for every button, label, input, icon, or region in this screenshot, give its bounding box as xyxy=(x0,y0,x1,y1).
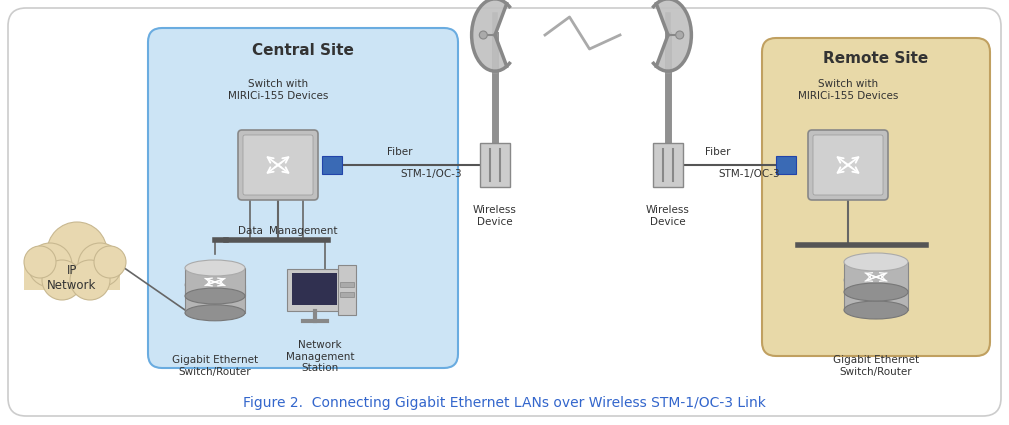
Bar xyxy=(340,292,354,297)
Bar xyxy=(322,156,342,174)
Text: Figure 2.  Connecting Gigabit Ethernet LANs over Wireless STM-1/OC-3 Link: Figure 2. Connecting Gigabit Ethernet LA… xyxy=(242,396,766,410)
FancyBboxPatch shape xyxy=(8,8,1001,416)
Ellipse shape xyxy=(185,305,245,321)
Text: Gigabit Ethernet
Switch/Router: Gigabit Ethernet Switch/Router xyxy=(833,355,919,377)
Ellipse shape xyxy=(844,271,908,289)
Circle shape xyxy=(42,260,82,300)
Bar xyxy=(185,285,245,313)
Bar xyxy=(844,280,908,310)
Circle shape xyxy=(70,260,110,300)
Bar xyxy=(480,143,510,187)
Text: Data: Data xyxy=(237,226,262,236)
Ellipse shape xyxy=(844,253,908,271)
Text: Fiber: Fiber xyxy=(705,147,731,157)
FancyBboxPatch shape xyxy=(238,130,318,200)
Ellipse shape xyxy=(185,260,245,276)
Circle shape xyxy=(676,31,684,39)
Text: Wireless
Device: Wireless Device xyxy=(473,205,517,227)
Text: Switch with
MIRICi-155 Devices: Switch with MIRICi-155 Devices xyxy=(228,79,328,101)
Text: IP
Network: IP Network xyxy=(47,264,97,292)
Circle shape xyxy=(78,243,122,287)
FancyBboxPatch shape xyxy=(813,135,883,195)
Ellipse shape xyxy=(185,277,245,293)
Bar xyxy=(340,282,354,287)
Text: Central Site: Central Site xyxy=(252,42,354,57)
Text: Switch with
MIRICi-155 Devices: Switch with MIRICi-155 Devices xyxy=(798,79,898,101)
Polygon shape xyxy=(471,0,507,71)
Bar xyxy=(287,269,342,311)
Text: Remote Site: Remote Site xyxy=(823,51,928,65)
Circle shape xyxy=(94,246,126,278)
Text: STM-1/OC-3: STM-1/OC-3 xyxy=(400,169,462,179)
Bar xyxy=(338,265,356,315)
Bar xyxy=(292,273,337,305)
FancyBboxPatch shape xyxy=(148,28,458,368)
Ellipse shape xyxy=(185,288,245,304)
FancyBboxPatch shape xyxy=(808,130,888,200)
Text: Wireless
Device: Wireless Device xyxy=(646,205,690,227)
Text: Network
Management
Station: Network Management Station xyxy=(286,340,354,373)
Polygon shape xyxy=(656,0,691,71)
Text: Gigabit Ethernet
Switch/Router: Gigabit Ethernet Switch/Router xyxy=(172,355,258,377)
FancyBboxPatch shape xyxy=(762,38,990,356)
Circle shape xyxy=(28,243,72,287)
FancyBboxPatch shape xyxy=(243,135,313,195)
Ellipse shape xyxy=(844,301,908,319)
Text: STM-1/OC-3: STM-1/OC-3 xyxy=(718,169,780,179)
Circle shape xyxy=(47,222,107,282)
Ellipse shape xyxy=(844,283,908,301)
Bar xyxy=(24,262,120,290)
Circle shape xyxy=(24,246,57,278)
Circle shape xyxy=(479,31,487,39)
Text: Fiber: Fiber xyxy=(387,147,413,157)
Bar xyxy=(653,143,683,187)
Bar xyxy=(185,268,245,296)
Text: Management: Management xyxy=(268,226,337,236)
Bar xyxy=(844,262,908,292)
Bar xyxy=(776,156,796,174)
